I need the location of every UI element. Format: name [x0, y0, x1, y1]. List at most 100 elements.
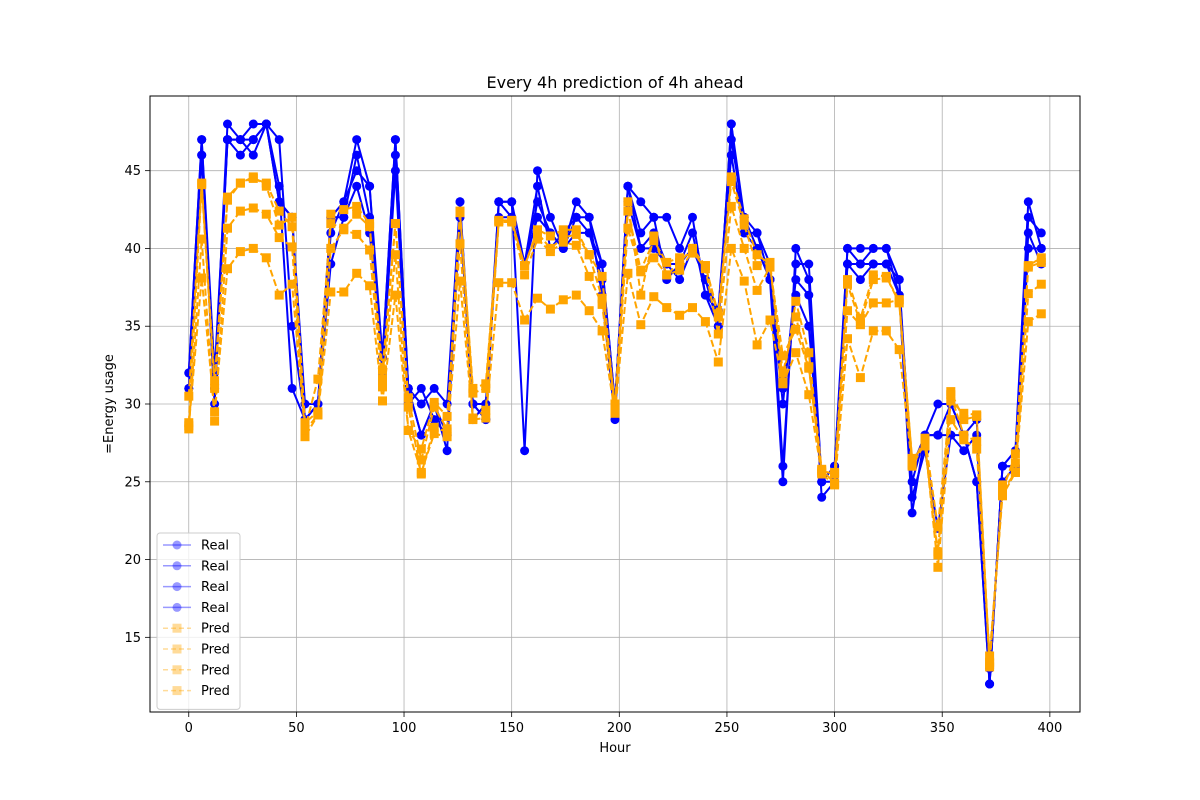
legend-item-real: Real — [163, 580, 229, 595]
data-point — [313, 374, 323, 384]
data-point — [558, 295, 568, 305]
data-point — [416, 430, 426, 440]
data-point — [390, 135, 400, 145]
data-point — [868, 270, 878, 280]
data-point — [326, 287, 336, 297]
data-point — [481, 413, 491, 423]
data-point — [1036, 257, 1046, 267]
data-point — [933, 399, 943, 409]
data-point — [287, 321, 297, 331]
y-tick-label: 45 — [124, 164, 141, 179]
data-point — [597, 259, 607, 269]
y-tick-label: 35 — [124, 320, 141, 335]
data-point — [920, 438, 930, 448]
data-point — [662, 212, 672, 222]
data-point — [649, 212, 659, 222]
data-point — [184, 391, 194, 401]
x-axis-label: Hour — [599, 741, 631, 756]
data-point — [390, 290, 400, 300]
data-point — [597, 299, 607, 309]
data-point — [507, 197, 517, 207]
data-point — [946, 415, 956, 425]
data-point — [752, 261, 762, 271]
data-point — [881, 273, 891, 283]
data-point — [533, 293, 542, 303]
data-point — [533, 181, 542, 191]
data-point — [223, 135, 232, 145]
data-point — [804, 348, 814, 358]
data-point — [726, 201, 736, 211]
data-point — [274, 233, 284, 243]
data-point — [1036, 253, 1046, 263]
data-point — [868, 298, 878, 308]
data-point — [855, 243, 865, 253]
data-point — [287, 242, 297, 252]
data-point — [235, 206, 245, 216]
data-point — [352, 181, 362, 191]
data-point — [429, 383, 439, 393]
data-point — [197, 180, 207, 190]
data-point — [726, 243, 736, 253]
data-point — [972, 436, 982, 446]
data-point — [274, 220, 284, 230]
data-point — [1023, 317, 1033, 327]
legend-item-pred: Pred — [163, 684, 230, 699]
pred-series-8 — [184, 243, 1046, 661]
data-point — [623, 206, 633, 216]
data-point — [675, 257, 685, 267]
data-point — [649, 236, 659, 246]
data-point — [985, 651, 995, 661]
data-point — [287, 279, 297, 289]
data-point — [804, 362, 814, 372]
x-tick-label: 50 — [288, 721, 305, 736]
data-point — [985, 659, 995, 669]
data-point — [533, 197, 542, 207]
data-point — [933, 430, 943, 440]
data-point — [752, 228, 762, 238]
data-point — [920, 433, 930, 443]
data-point — [804, 259, 814, 269]
data-point — [494, 278, 504, 288]
series-layer — [184, 119, 1046, 689]
x-tick-label: 250 — [715, 721, 740, 736]
data-point — [881, 326, 891, 336]
data-point — [533, 212, 542, 222]
data-point — [855, 313, 865, 323]
data-point — [584, 271, 594, 281]
data-point — [881, 298, 891, 308]
legend-item-real: Real — [163, 601, 229, 616]
data-point — [804, 290, 814, 300]
data-point — [533, 166, 542, 176]
data-point — [520, 446, 530, 456]
legend: Real Real Real Real Pred Pred Pred Pred — [156, 532, 241, 710]
data-point — [739, 214, 749, 224]
data-point — [998, 480, 1007, 490]
data-point — [907, 477, 917, 487]
legend-marker — [172, 686, 182, 696]
data-point — [416, 383, 426, 393]
data-point — [520, 261, 530, 271]
data-point — [946, 396, 956, 406]
data-point — [545, 231, 555, 241]
data-point — [352, 229, 362, 239]
data-point — [946, 390, 956, 400]
data-point — [1023, 289, 1033, 299]
legend-label: Pred — [201, 684, 230, 699]
data-point — [248, 203, 258, 213]
data-point — [494, 215, 504, 225]
data-point — [726, 119, 736, 129]
data-point — [584, 306, 594, 316]
legend-marker — [172, 561, 182, 571]
data-point — [700, 317, 710, 327]
data-point — [959, 446, 969, 456]
grid-lines — [150, 96, 1080, 712]
data-point — [210, 416, 220, 426]
data-point — [610, 408, 620, 418]
data-point — [843, 259, 852, 269]
legend-label: Real — [201, 559, 229, 574]
data-point — [261, 178, 271, 188]
data-point — [197, 234, 207, 244]
data-point — [855, 318, 865, 328]
data-point — [248, 243, 258, 253]
y-tick-label: 15 — [124, 631, 141, 646]
